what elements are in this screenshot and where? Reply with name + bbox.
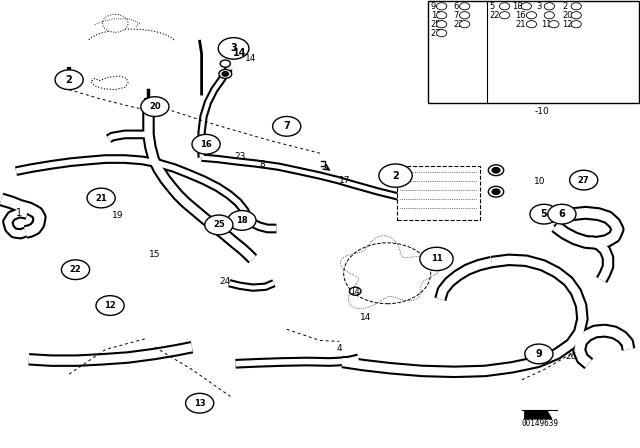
Circle shape — [460, 21, 470, 28]
Circle shape — [420, 247, 453, 271]
Text: 7: 7 — [284, 121, 290, 131]
Circle shape — [544, 12, 554, 19]
Text: 7: 7 — [453, 11, 458, 20]
Circle shape — [141, 97, 169, 116]
Text: 6: 6 — [453, 2, 458, 11]
Circle shape — [273, 116, 301, 136]
Circle shape — [571, 12, 581, 19]
Text: 1: 1 — [16, 208, 22, 218]
Text: 9: 9 — [431, 2, 436, 11]
Circle shape — [492, 168, 500, 173]
Circle shape — [460, 12, 470, 19]
Text: 21: 21 — [515, 20, 526, 29]
Text: 5: 5 — [490, 2, 495, 11]
Circle shape — [526, 12, 536, 19]
Circle shape — [228, 211, 256, 230]
Text: 22: 22 — [490, 11, 500, 20]
Circle shape — [499, 3, 509, 10]
Circle shape — [488, 186, 504, 197]
Text: 3: 3 — [230, 43, 237, 53]
Text: 18: 18 — [236, 216, 248, 225]
Text: 3: 3 — [536, 2, 542, 11]
Circle shape — [379, 164, 412, 187]
Circle shape — [526, 21, 536, 28]
Circle shape — [87, 188, 115, 208]
Circle shape — [436, 12, 447, 19]
Circle shape — [499, 12, 509, 19]
Text: 20: 20 — [562, 11, 573, 20]
Circle shape — [548, 204, 576, 224]
Text: 16: 16 — [515, 11, 526, 20]
Circle shape — [102, 14, 128, 32]
Circle shape — [349, 287, 361, 295]
Circle shape — [436, 21, 447, 28]
Text: 8: 8 — [260, 160, 265, 169]
Text: 14: 14 — [244, 54, 256, 63]
Text: 23: 23 — [234, 152, 246, 161]
Circle shape — [55, 70, 83, 90]
Circle shape — [570, 170, 598, 190]
Circle shape — [186, 393, 214, 413]
Text: 14: 14 — [233, 48, 247, 58]
Polygon shape — [525, 411, 552, 419]
Text: 27: 27 — [578, 176, 589, 185]
Circle shape — [492, 189, 500, 194]
Circle shape — [436, 30, 447, 37]
Text: 16: 16 — [200, 140, 212, 149]
Text: 12: 12 — [104, 301, 116, 310]
Circle shape — [571, 21, 581, 28]
Text: 14: 14 — [350, 287, 360, 296]
Text: 2: 2 — [562, 2, 568, 11]
Text: 10: 10 — [534, 177, 546, 186]
Text: 4: 4 — [337, 344, 342, 353]
Circle shape — [530, 204, 558, 224]
Circle shape — [460, 3, 470, 10]
Circle shape — [61, 260, 90, 280]
Text: 13: 13 — [431, 11, 442, 20]
Circle shape — [521, 3, 531, 10]
Text: 14: 14 — [360, 313, 371, 322]
Text: 25: 25 — [431, 20, 441, 29]
Text: 18: 18 — [512, 2, 523, 11]
Text: 5: 5 — [541, 209, 547, 219]
Circle shape — [488, 165, 504, 176]
Circle shape — [205, 215, 233, 235]
Circle shape — [218, 38, 249, 59]
Circle shape — [219, 69, 232, 78]
Text: 6: 6 — [559, 209, 565, 219]
Text: 2: 2 — [66, 75, 72, 85]
Circle shape — [192, 134, 220, 154]
Text: 11: 11 — [541, 20, 552, 29]
Bar — [397, 166, 480, 220]
Text: 2: 2 — [392, 171, 399, 181]
Text: 15: 15 — [149, 250, 161, 259]
Text: 22: 22 — [70, 265, 81, 274]
Text: 19: 19 — [112, 211, 124, 220]
Text: 13: 13 — [194, 399, 205, 408]
Circle shape — [96, 296, 124, 315]
Circle shape — [525, 344, 553, 364]
Circle shape — [544, 3, 554, 10]
Text: 25: 25 — [213, 220, 225, 229]
Text: 11: 11 — [431, 254, 442, 263]
Text: 9: 9 — [536, 349, 542, 359]
Text: -10: -10 — [534, 107, 549, 116]
Text: 26: 26 — [565, 352, 577, 361]
Circle shape — [571, 3, 581, 10]
Circle shape — [436, 3, 447, 10]
Text: 17: 17 — [339, 176, 351, 185]
Text: 24: 24 — [220, 277, 231, 286]
Circle shape — [548, 21, 559, 28]
Text: 21: 21 — [95, 194, 107, 202]
Bar — [428, 1, 639, 103]
Circle shape — [220, 60, 230, 67]
Text: 00149639: 00149639 — [521, 419, 558, 428]
Text: 27: 27 — [431, 29, 442, 38]
Circle shape — [222, 72, 228, 76]
Text: 22: 22 — [453, 20, 463, 29]
Text: 20: 20 — [149, 102, 161, 111]
Text: 12: 12 — [562, 20, 573, 29]
